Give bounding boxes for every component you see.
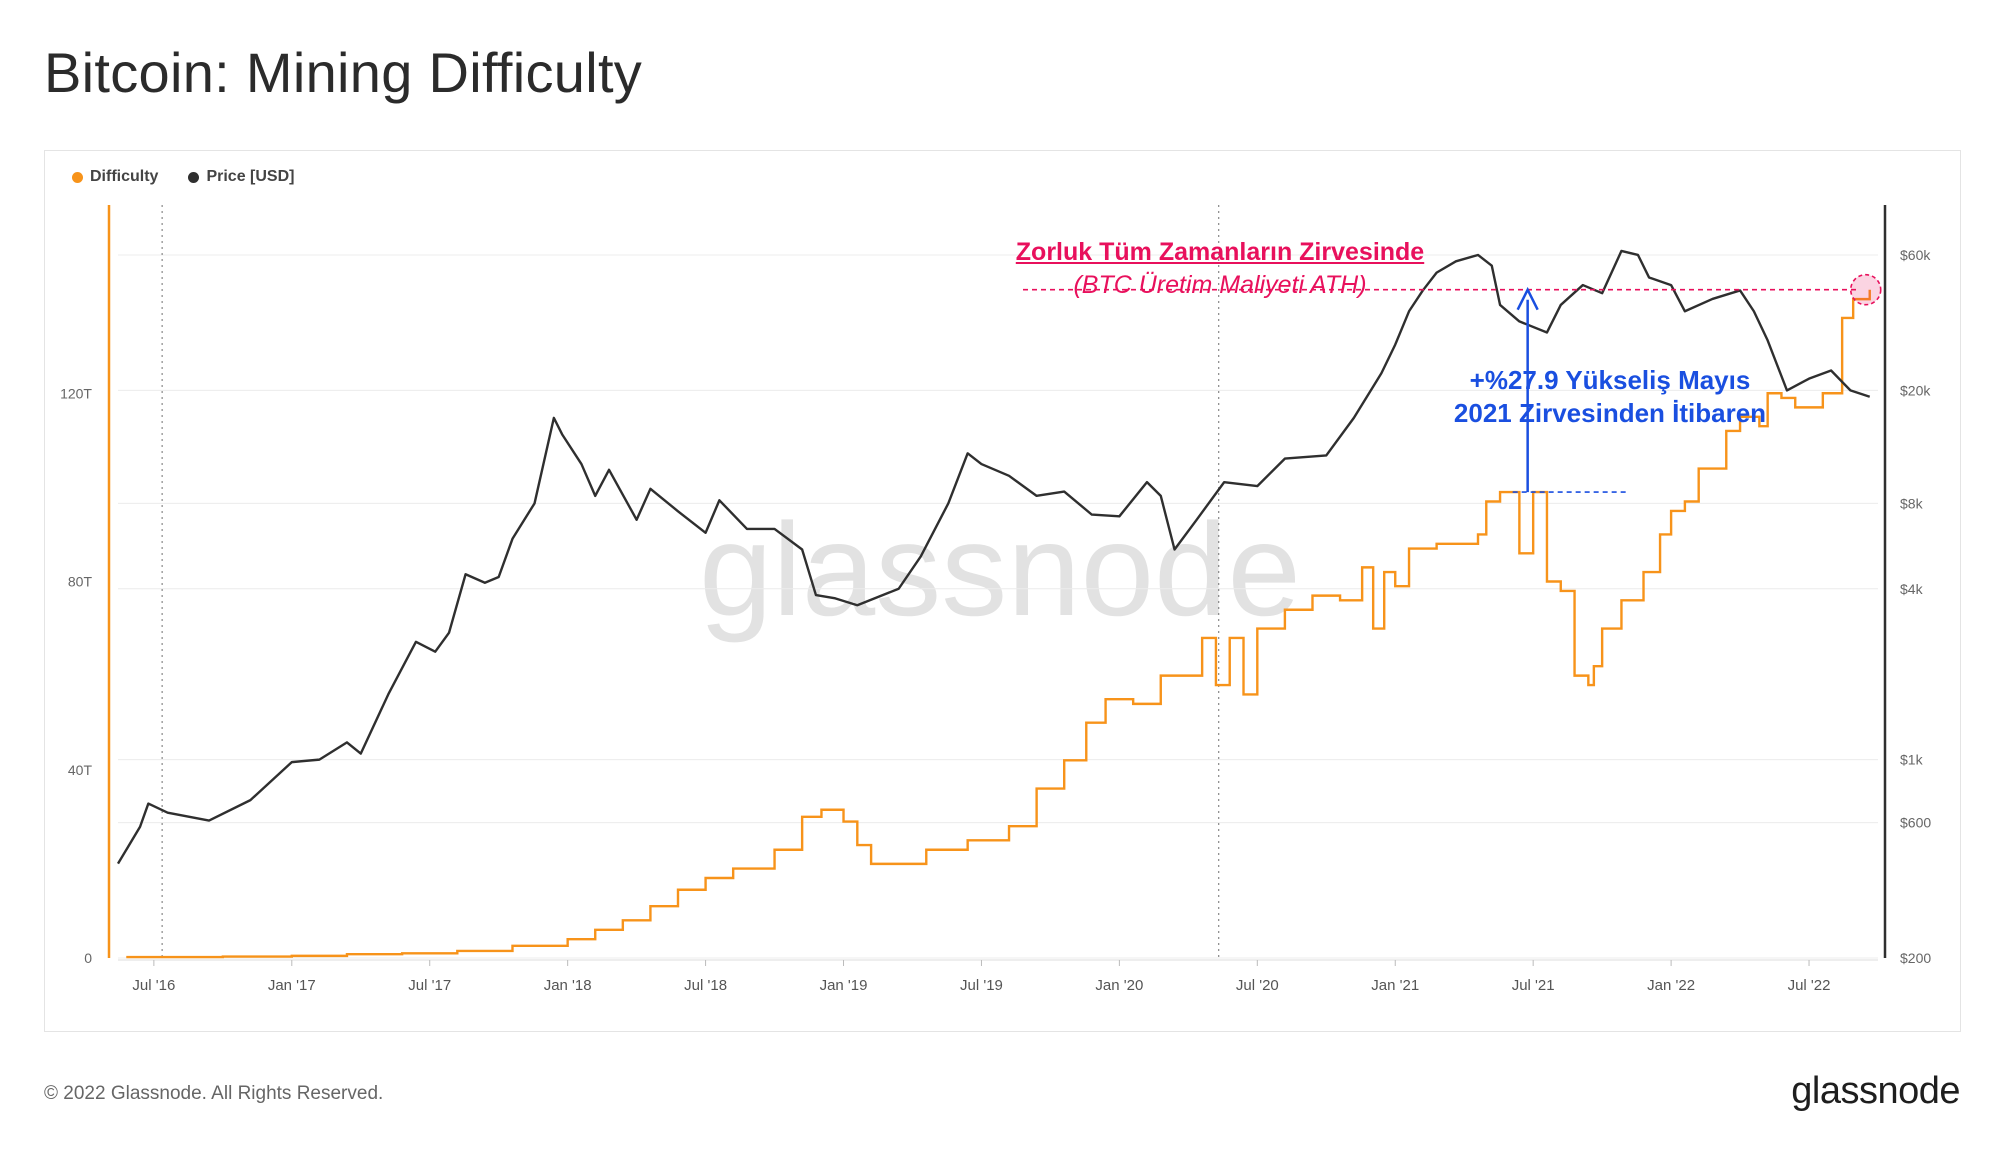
right-tick-label-0: $200 (1900, 950, 1931, 966)
legend-dot-difficulty (72, 171, 83, 183)
price-line (116, 249, 1871, 865)
x-tick-label-8: Jul '20 (1236, 977, 1279, 994)
legend-label-price: Price [USD] (206, 168, 295, 185)
chart-panel (44, 150, 1961, 1032)
annotation-ath-title: Zorluk Tüm Zamanların Zirvesinde (1015, 238, 1425, 266)
legend-item-price[interactable]: Price [USD] (188, 168, 294, 186)
right-tick-label-2: $1k (1900, 752, 1924, 768)
x-tick-label-0: Jul '16 (132, 977, 175, 994)
left-tick-label-3: 120T (60, 385, 92, 401)
annotation-ath-subtitle: (BTC Üretim Maliyeti ATH) (1073, 271, 1367, 299)
right-tick-label-3: $4k (1900, 581, 1924, 597)
x-tick-label-5: Jan '19 (820, 977, 868, 994)
right-tick-label-6: $60k (1900, 247, 1931, 263)
x-tick-label-10: Jul '21 (1512, 977, 1555, 994)
watermark: glassnode (699, 496, 1301, 643)
annotation-rise-line2: 2021 Zirvesinden İtibaren (1453, 398, 1767, 428)
right-tick-label-4: $8k (1900, 495, 1924, 511)
chart-legend: Difficulty Price [USD] (72, 168, 294, 186)
glassnode-logo: glassnode (1791, 1070, 1960, 1112)
copyright-text: © 2022 Glassnode. All Rights Reserved. (44, 1083, 384, 1104)
annotation-rise-line1: +%27.9 Yükseliş Mayıs (1469, 365, 1751, 395)
x-tick-label-11: Jan '22 (1647, 977, 1695, 994)
x-tick-label-3: Jan '18 (544, 977, 592, 994)
legend-item-difficulty[interactable]: Difficulty (72, 168, 158, 186)
left-tick-label-1: 40T (68, 762, 93, 778)
legend-label-difficulty: Difficulty (90, 168, 159, 185)
legend-dot-price (188, 171, 200, 183)
x-tick-label-12: Jul '22 (1788, 977, 1831, 994)
axes-layer: 0 40T 80T 120T $200 $600 $1k $4k $8k $20k $60k Jul … (60, 205, 1931, 994)
x-tick-label-7: Jan '20 (1095, 977, 1143, 994)
grid-layer (118, 205, 1878, 959)
left-tick-label-2: 80T (68, 574, 93, 590)
x-tick-label-1: Jan '17 (268, 977, 316, 994)
right-tick-label-1: $600 (1900, 815, 1931, 831)
right-tick-label-5: $20k (1900, 382, 1931, 398)
x-tick-label-6: Jul '19 (960, 977, 1003, 994)
rise-arrow-head (1516, 286, 1539, 311)
page-title: Bitcoin: Mining Difficulty (44, 41, 643, 104)
difficulty-line (126, 289, 1871, 959)
left-tick-label-0: 0 (84, 950, 92, 966)
ath-marker-circle (1849, 273, 1882, 306)
x-tick-label-4: Jul '18 (684, 977, 727, 994)
annotation-layer (1023, 273, 1882, 493)
x-tick-label-9: Jan '21 (1371, 977, 1419, 994)
series-layer (116, 249, 1871, 959)
x-tick-label-2: Jul '17 (408, 977, 451, 994)
